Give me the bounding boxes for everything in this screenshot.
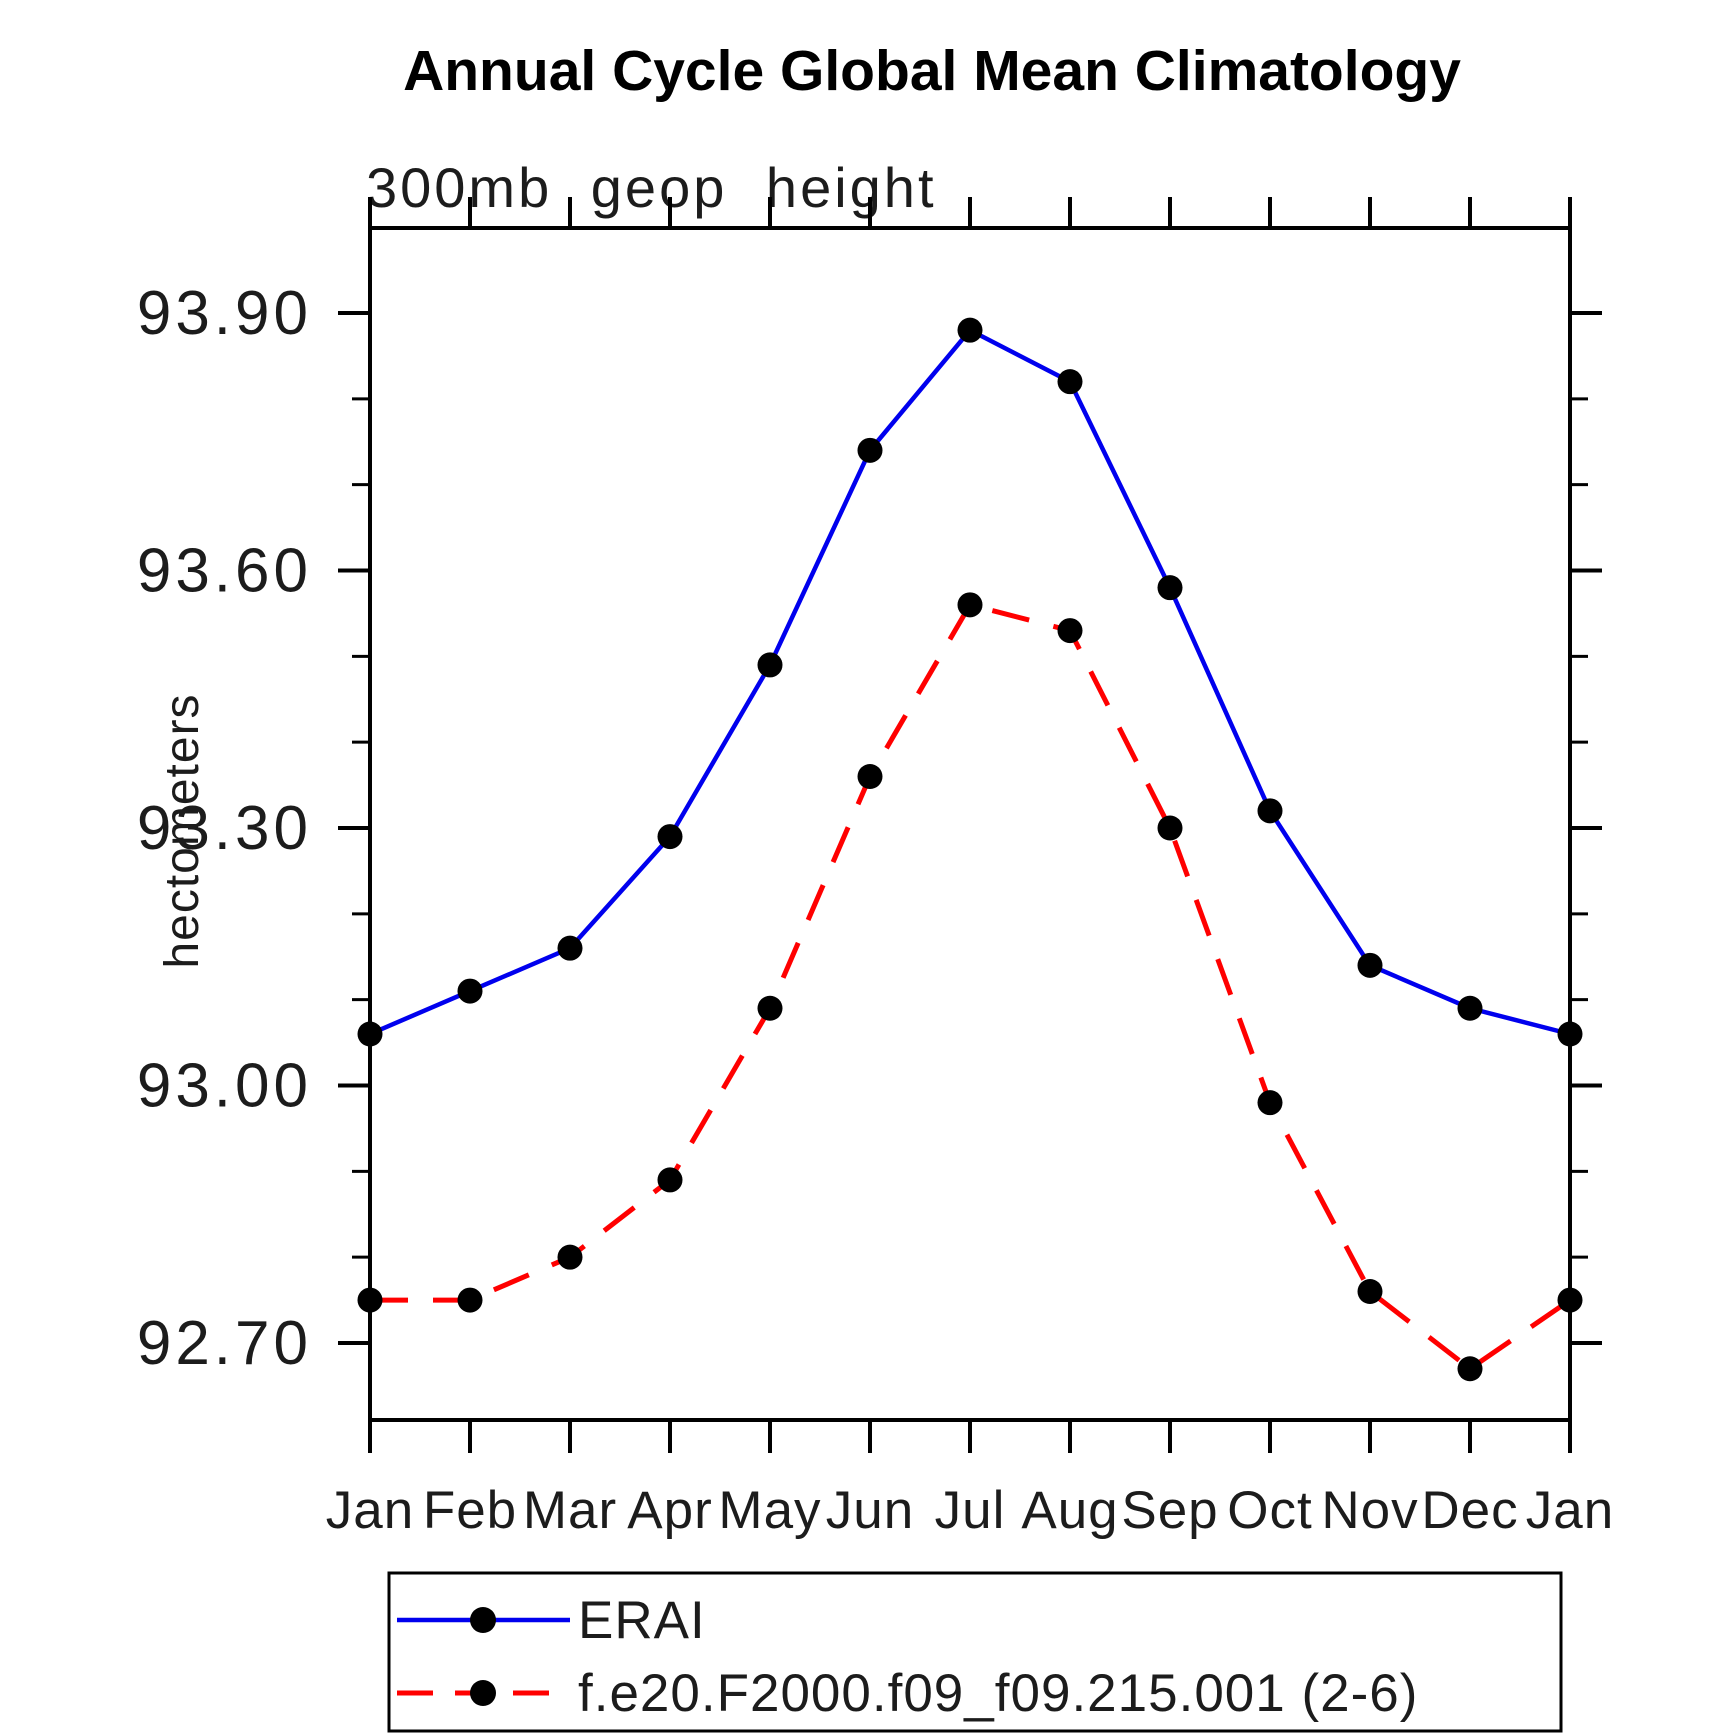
data-point-marker-model (1257, 1090, 1283, 1116)
data-point-marker-erai (1457, 995, 1483, 1021)
y-tick-label: 93.30 (137, 794, 312, 863)
x-tick-label: Dec (1421, 1481, 1518, 1540)
data-point-marker-erai (1557, 1021, 1583, 1047)
x-tick-label: Feb (423, 1481, 517, 1540)
data-point-marker-erai (757, 652, 783, 678)
x-tick-label: Jan (326, 1481, 414, 1540)
legend-label-model: f.e20.F2000.f09_f09.215.001 (2-6) (578, 1664, 1418, 1723)
legend-box: ERAI f.e20.F2000.f09_f09.215.001 (2-6) (387, 1571, 1563, 1733)
data-point-marker-erai (357, 1021, 383, 1047)
series-line-model (370, 601, 1572, 1372)
x-tick-label: Oct (1227, 1481, 1312, 1540)
y-tick-label: 93.60 (137, 536, 312, 605)
x-tick-label: Aug (1021, 1481, 1118, 1540)
data-point-marker-erai (657, 824, 683, 850)
data-point-marker-model (1457, 1356, 1483, 1382)
data-point-marker-erai (1257, 798, 1283, 824)
data-point-marker-model (457, 1287, 483, 1313)
plot-area: Jan Feb Mar Apr May Jun Jul Aug Sep Oct Nov Dec Jan9… (137, 197, 1614, 1540)
series-line-erai (369, 327, 1571, 1037)
data-point-marker-model (957, 592, 983, 618)
x-tick-label: Nov (1321, 1481, 1418, 1540)
data-point-marker-model (657, 1167, 683, 1193)
y-tick-label: 93.00 (137, 1051, 312, 1120)
chart-subtitle: 300mb geop height (366, 156, 937, 219)
legend-label-erai: ERAI (578, 1591, 706, 1650)
data-point-marker-erai (957, 317, 983, 343)
legend-marker-erai (470, 1607, 496, 1633)
data-point-marker-model (757, 995, 783, 1021)
legend-marker-model (470, 1680, 496, 1706)
x-tick-label: Mar (523, 1481, 617, 1540)
legend-entry-erai: ERAI (397, 1591, 706, 1650)
data-point-marker-model (557, 1244, 583, 1270)
plot-frame (368, 226, 1572, 1422)
legend-entry-model: f.e20.F2000.f09_f09.215.001 (2-6) (397, 1664, 1418, 1723)
data-point-marker-erai (557, 935, 583, 961)
x-tick-label: Jan (1526, 1481, 1614, 1540)
y-tick-label: 93.90 (137, 279, 312, 348)
data-point-marker-model (857, 763, 883, 789)
data-point-marker-erai (1157, 575, 1183, 601)
x-tick-label: Apr (627, 1481, 712, 1540)
x-tick-label: May (718, 1481, 821, 1540)
legend-border (387, 1571, 1563, 1733)
chart-title: Annual Cycle Global Mean Climatology (403, 39, 1461, 103)
data-point-marker-erai (1357, 952, 1383, 978)
data-point-marker-erai (1057, 369, 1083, 395)
y-axis-label: hectometers (156, 693, 209, 968)
x-tick-label: Jun (826, 1481, 914, 1540)
data-point-marker-model (1157, 815, 1183, 841)
data-point-marker-erai (457, 978, 483, 1004)
data-point-marker-model (1557, 1287, 1583, 1313)
data-point-marker-erai (857, 437, 883, 463)
data-point-marker-model (1057, 618, 1083, 644)
x-tick-label: Sep (1121, 1481, 1218, 1540)
x-tick-label: Jul (935, 1481, 1006, 1540)
data-point-marker-model (357, 1287, 383, 1313)
y-tick-label: 92.70 (137, 1309, 312, 1378)
data-point-marker-model (1357, 1278, 1383, 1304)
